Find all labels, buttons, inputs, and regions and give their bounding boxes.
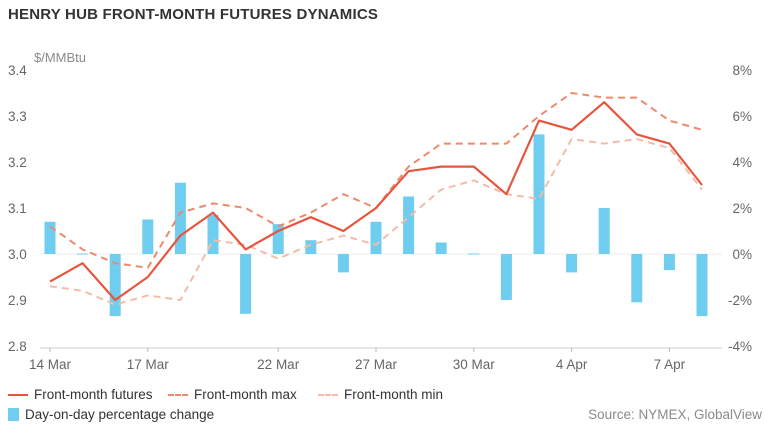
change-bar bbox=[109, 254, 121, 317]
change-bar bbox=[403, 196, 415, 254]
y-right-tick-label: 8% bbox=[732, 63, 752, 78]
change-bar bbox=[337, 254, 349, 273]
legend-swatch-solid-line bbox=[8, 393, 28, 396]
y-left-tick-label: 3.3 bbox=[8, 109, 27, 124]
legend-item-futures: Front-month futures bbox=[8, 387, 153, 402]
y-left-tick-label: 3.1 bbox=[8, 201, 27, 216]
legend-item-max: Front-month max bbox=[168, 387, 297, 402]
change-bar bbox=[370, 221, 382, 254]
y-left-tick-label: 2.8 bbox=[8, 339, 27, 354]
y-right-tick-label: 2% bbox=[732, 201, 752, 216]
legend-swatch-bar bbox=[8, 408, 19, 421]
legend-swatch-dashed-line-light bbox=[318, 393, 338, 396]
legend-label-futures: Front-month futures bbox=[34, 387, 153, 402]
y-right-tick-label: 4% bbox=[732, 155, 752, 170]
legend-label-min: Front-month min bbox=[344, 387, 444, 402]
legend-label-max: Front-month max bbox=[194, 387, 297, 402]
y-axis-unit-label: $/MMBtu bbox=[34, 50, 87, 65]
x-tick-label: 30 Mar bbox=[453, 357, 496, 372]
x-tick-label: 14 Mar bbox=[29, 357, 72, 372]
y-left-tick-label: 3.0 bbox=[8, 247, 27, 262]
legend-item-min: Front-month min bbox=[318, 387, 443, 402]
y-right-tick-label: 0% bbox=[732, 247, 752, 262]
change-bar bbox=[207, 214, 219, 254]
change-bar bbox=[435, 242, 447, 254]
y-right-tick-label: -4% bbox=[728, 339, 752, 354]
x-tick-label: 7 Apr bbox=[654, 357, 686, 372]
change-bar bbox=[598, 208, 610, 254]
source-note: Source: NYMEX, GlobalView bbox=[588, 407, 762, 422]
x-tick-label: 22 Mar bbox=[257, 357, 300, 372]
change-bar bbox=[77, 253, 89, 255]
change-bar bbox=[468, 253, 480, 255]
change-bar bbox=[566, 254, 578, 273]
x-tick-label: 17 Mar bbox=[127, 357, 170, 372]
y-right-tick-label: -2% bbox=[728, 293, 752, 308]
legend-label-change: Day-on-day percentage change bbox=[25, 407, 215, 422]
y-right-tick-label: 6% bbox=[732, 109, 752, 124]
legend-swatch-dashed-line bbox=[168, 393, 188, 396]
x-tick-label: 4 Apr bbox=[556, 357, 588, 372]
change-bar bbox=[696, 254, 708, 317]
change-bar bbox=[174, 182, 186, 254]
y-left-tick-label: 3.4 bbox=[8, 63, 27, 78]
change-bar bbox=[500, 254, 512, 300]
y-left-tick-label: 2.9 bbox=[8, 293, 27, 308]
change-bar bbox=[44, 221, 56, 254]
change-bar bbox=[305, 240, 317, 254]
change-bar bbox=[142, 219, 154, 254]
futures-series-line bbox=[49, 101, 703, 302]
legend-item-change: Day-on-day percentage change bbox=[8, 407, 214, 422]
change-bar bbox=[533, 134, 545, 254]
change-bar bbox=[240, 254, 252, 314]
y-left-tick-label: 3.2 bbox=[8, 155, 27, 170]
change-bar bbox=[272, 224, 284, 254]
min-series-line bbox=[49, 138, 703, 306]
chart-title: HENRY HUB FRONT-MONTH FUTURES DYNAMICS bbox=[8, 6, 379, 23]
change-bar bbox=[663, 254, 675, 271]
change-bar bbox=[631, 254, 643, 303]
x-tick-label: 27 Mar bbox=[355, 357, 398, 372]
